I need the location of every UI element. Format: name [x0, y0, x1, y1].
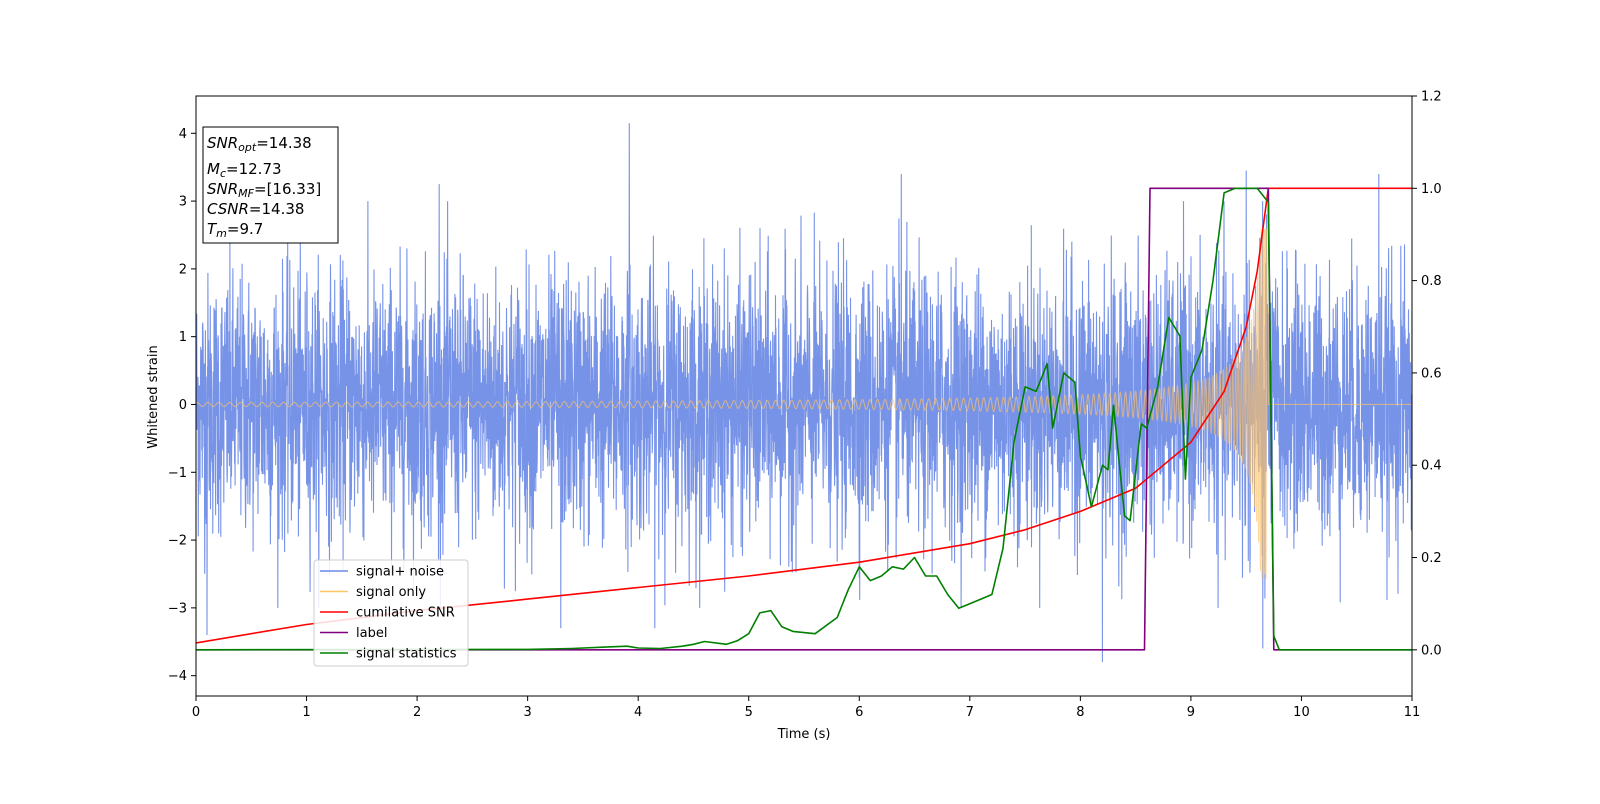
- y-left-tick-label: 2: [179, 262, 187, 277]
- x-tick-label: 3: [523, 705, 531, 720]
- y-right-tick-label: 1.2: [1421, 90, 1442, 105]
- annotation-frame: [202, 126, 339, 244]
- y-right-tick-label: 0.0: [1421, 643, 1442, 658]
- annotation-mc: Mc=12.73: [207, 160, 282, 180]
- y-right-tick-label: 0.8: [1421, 274, 1442, 289]
- y-axis-left: −4 −3 −2 −1 0 1 2 3 4: [168, 127, 196, 684]
- x-tick-label: 5: [745, 705, 753, 720]
- legend-label: cumilative SNR: [356, 606, 455, 621]
- y-left-tick-label: −1: [168, 466, 187, 481]
- x-tick-label: 2: [413, 705, 421, 720]
- y-left-tick-label: −2: [168, 534, 187, 549]
- y-right-tick-label: 0.4: [1421, 459, 1442, 474]
- signal-only-line: [196, 228, 1412, 579]
- legend-label: signal statistics: [356, 647, 457, 662]
- y-right-tick-label: 0.6: [1421, 366, 1442, 381]
- plot-frame: [195, 95, 1413, 697]
- x-tick-label: 4: [634, 705, 642, 720]
- annotation-tm: Tm=9.7: [207, 220, 263, 240]
- legend-label: signal+ noise: [356, 565, 444, 580]
- y-left-tick-label: 3: [179, 195, 187, 210]
- signal-only-series: [196, 228, 1412, 579]
- x-axis: 0 1 2 3 4 5 6 7 8 9 10 11: [192, 696, 1420, 720]
- annotation-snr-mf: SNRMF=[16.33]: [207, 180, 321, 200]
- x-tick-label: 10: [1293, 705, 1310, 720]
- legend: signal+ noise signal only cumilative SNR la…: [313, 559, 469, 667]
- x-tick-label: 6: [855, 705, 863, 720]
- legend-label: label: [356, 626, 387, 641]
- x-tick-label: 7: [966, 705, 974, 720]
- signal-plus-noise-line: [196, 123, 1412, 663]
- plot-area: [196, 123, 1412, 663]
- annotation-box: SNRopt=14.38 Mc=12.73 SNRMF=[16.33] CSNR…: [202, 126, 339, 244]
- y-left-tick-label: 0: [179, 398, 187, 413]
- annotation-csnr: CSNR=14.38: [207, 200, 304, 218]
- y-left-tick-label: 4: [179, 127, 187, 142]
- y-right-tick-label: 1.0: [1421, 182, 1442, 197]
- x-axis-label: Time (s): [777, 727, 831, 742]
- x-tick-label: 9: [1187, 705, 1195, 720]
- x-tick-label: 8: [1076, 705, 1084, 720]
- y-left-tick-label: 1: [179, 330, 187, 345]
- y-axis-label: Whitened strain: [146, 345, 161, 448]
- y-axis-right: 0.0 0.2 0.4 0.6 0.8 1.0 1.2: [1412, 90, 1442, 658]
- legend-label: signal only: [356, 585, 426, 600]
- legend-frame: [313, 559, 469, 667]
- x-tick-label: 0: [192, 705, 200, 720]
- signal-plus-noise-series: [196, 123, 1412, 663]
- y-left-tick-label: −4: [168, 669, 187, 684]
- overlay-series: [196, 187, 1412, 651]
- y-right-tick-label: 0.2: [1421, 551, 1442, 566]
- x-tick-label: 1: [302, 705, 310, 720]
- signal-statistics-line: [196, 187, 1412, 651]
- y-left-tick-label: −3: [168, 601, 187, 616]
- annotation-snr-opt: SNRopt=14.38: [207, 134, 312, 154]
- x-tick-label: 11: [1404, 705, 1421, 720]
- cumulative-snr-line: [196, 187, 1412, 644]
